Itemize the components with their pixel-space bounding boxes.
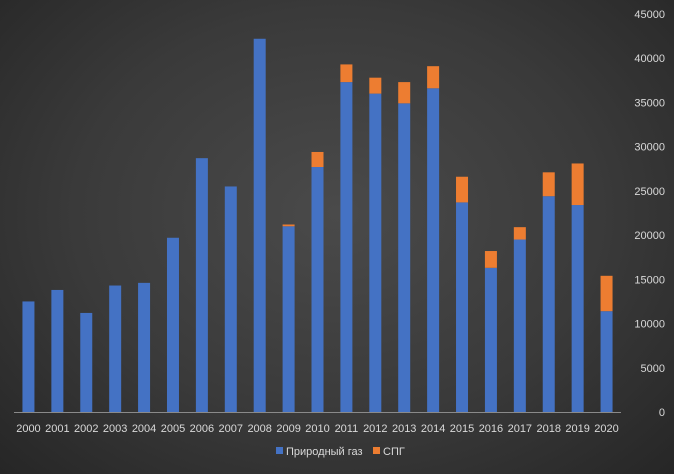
bar-natural-gas-2010 (311, 167, 324, 412)
bar-natural-gas-2011 (340, 82, 353, 412)
bar-natural-gas-2003 (109, 285, 122, 412)
x-tick-label-2003: 2003 (103, 423, 127, 435)
x-tick-label-2013: 2013 (392, 423, 416, 435)
bar-lng-2010 (311, 151, 324, 168)
bar-lng-2017 (513, 227, 526, 240)
bar-natural-gas-2000 (22, 301, 35, 412)
bar-natural-gas-2016 (484, 267, 497, 412)
y-tick-label-5000: 5000 (641, 363, 665, 375)
bar-natural-gas-2019 (571, 205, 584, 412)
x-tick-label-2009: 2009 (276, 423, 300, 435)
bar-lng-2018 (542, 172, 555, 197)
y-tick-label-40000: 40000 (634, 53, 665, 65)
legend-swatch-natural-gas (276, 447, 283, 454)
x-axis: 2000 2001 2002 2003 2004 2005 2006 2007 2008 2009… (14, 412, 621, 435)
x-tick-label-2010: 2010 (305, 423, 329, 435)
bar-natural-gas-2020 (600, 311, 613, 412)
legend-swatch-lng (373, 447, 380, 454)
bar-natural-gas-2006 (195, 158, 208, 412)
y-tick-label-35000: 35000 (634, 97, 665, 109)
bar-lng-2015 (456, 176, 469, 203)
bar-lng-2014 (427, 66, 440, 89)
y-tick-label-25000: 25000 (634, 186, 665, 198)
bar-natural-gas-2018 (542, 196, 555, 412)
bar-natural-gas-2012 (369, 93, 382, 412)
x-tick-label-2017: 2017 (508, 423, 532, 435)
bar-natural-gas-2007 (224, 186, 237, 412)
y-axis: 0 5000 10000 15000 20000 25000 30000 35000 40000… (634, 9, 665, 419)
bar-lng-2011 (340, 64, 353, 83)
x-tick-label-2019: 2019 (565, 423, 589, 435)
bar-natural-gas-2013 (398, 103, 411, 412)
x-tick-label-2006: 2006 (190, 423, 214, 435)
bar-natural-gas-2005 (166, 237, 179, 412)
legend-label-lng: СПГ (383, 446, 405, 458)
x-tick-label-2007: 2007 (219, 423, 243, 435)
bar-natural-gas-2004 (138, 282, 151, 412)
x-tick-label-2005: 2005 (161, 423, 185, 435)
x-tick-label-2012: 2012 (363, 423, 387, 435)
x-tick-label-2020: 2020 (594, 423, 618, 435)
y-tick-label-30000: 30000 (634, 142, 665, 154)
x-tick-label-2015: 2015 (450, 423, 474, 435)
bar-lng-2016 (484, 251, 497, 268)
bar-natural-gas-2014 (427, 88, 440, 412)
y-tick-label-20000: 20000 (634, 230, 665, 242)
bar-natural-gas-2009 (282, 226, 295, 412)
y-tick-label-45000: 45000 (634, 9, 665, 21)
bar-lng-2020 (600, 275, 613, 312)
bar-lng-2013 (398, 82, 411, 104)
bar-natural-gas-2001 (51, 289, 64, 412)
y-tick-label-0: 0 (659, 407, 665, 419)
x-tick-label-2001: 2001 (45, 423, 69, 435)
legend: Природный газ СПГ (276, 446, 405, 458)
bar-natural-gas-2015 (456, 202, 469, 412)
x-tick-label-2014: 2014 (421, 423, 445, 435)
bar-lng-2019 (571, 163, 584, 206)
x-tick-label-2008: 2008 (247, 423, 271, 435)
bar-natural-gas-2002 (80, 312, 93, 412)
x-tick-label-2004: 2004 (132, 423, 156, 435)
x-tick-label-2002: 2002 (74, 423, 98, 435)
bar-natural-gas-2008 (253, 38, 266, 412)
x-tick-label-2016: 2016 (479, 423, 503, 435)
bar-natural-gas-2017 (513, 239, 526, 412)
legend-label-natural-gas: Природный газ (286, 446, 363, 458)
bar-lng-2012 (369, 77, 382, 94)
y-tick-label-15000: 15000 (634, 274, 665, 286)
x-tick-label-2000: 2000 (16, 423, 40, 435)
x-tick-label-2018: 2018 (536, 423, 560, 435)
bar-lng-2009 (282, 224, 295, 227)
plot-area (22, 38, 613, 412)
x-tick-label-2011: 2011 (335, 423, 359, 435)
y-tick-label-10000: 10000 (634, 319, 665, 331)
